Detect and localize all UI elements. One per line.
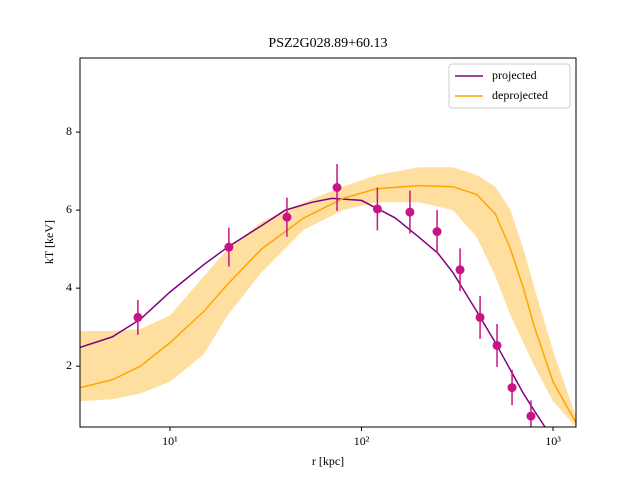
data-point: [455, 265, 465, 275]
x-axis-label: r [kpc]: [312, 454, 344, 468]
x-tick-label: 10¹: [162, 434, 178, 448]
data-point: [526, 411, 536, 421]
y-axis-label: kT [keV]: [42, 220, 56, 264]
y-tick-label: 8: [66, 124, 72, 138]
legend-box: [448, 63, 571, 109]
y-tick-label: 4: [66, 280, 72, 294]
legend-label: deprojected: [492, 88, 548, 102]
series-line: [80, 197, 546, 427]
data-point: [332, 183, 342, 193]
data-point: [432, 227, 442, 237]
chart-title: PSZ2G028.89+60.13: [268, 36, 387, 51]
y-tick-label: 2: [66, 358, 72, 372]
data-point: [492, 340, 502, 350]
data-point: [475, 312, 485, 322]
data-point: [372, 204, 382, 214]
axes-frame: [79, 57, 577, 428]
data-point: [507, 383, 517, 393]
y-tick-label: 6: [66, 202, 72, 216]
legend-label: projected: [492, 68, 537, 82]
x-tick-label: 10²: [354, 434, 370, 448]
data-point: [282, 212, 292, 222]
data-point: [405, 207, 415, 217]
axes-decor: 10¹ 10² 10³ 2 4 6 8 projected deprojected: [66, 63, 571, 448]
data-point: [133, 312, 143, 322]
plot-area: [80, 164, 576, 427]
data-point: [224, 242, 234, 252]
x-tick-label: 10³: [545, 434, 561, 448]
